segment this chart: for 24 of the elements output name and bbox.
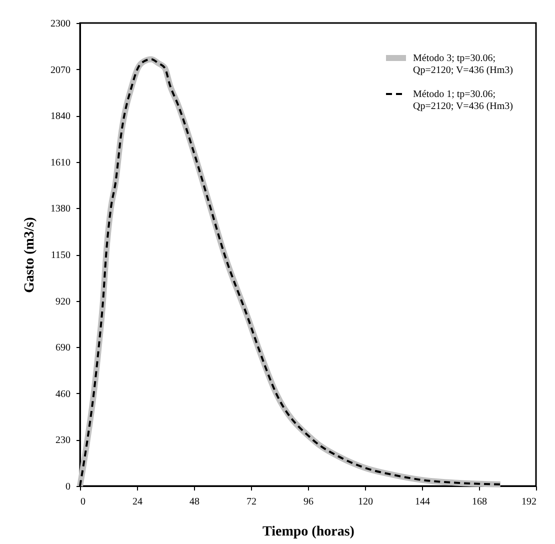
legend-label: Método 1; tp=30.06; Qp=2120; V=436 (Hm3)	[413, 89, 513, 112]
y-tick-label: 690	[56, 342, 70, 354]
x-tick-label: 24	[132, 496, 142, 508]
y-axis-title: Gasto (m3/s)	[22, 216, 38, 293]
y-tick-label: 2070	[50, 64, 70, 76]
y-tick-label: 460	[56, 388, 70, 400]
y-tick-label: 0	[66, 482, 70, 492]
y-tick-label: 230	[56, 435, 70, 446]
x-tick-label: 192	[522, 496, 536, 508]
y-tick-label: 1840	[50, 111, 70, 122]
x-tick-label: 96	[304, 496, 314, 508]
x-tick-label: 144	[415, 496, 430, 508]
x-tick-label: 48	[190, 496, 200, 508]
legend-label: Método 3; tp=30.06; Qp=2120; V=436 (Hm3)	[413, 53, 513, 76]
y-tick-label: 1150	[50, 250, 70, 261]
x-tick-label: 120	[358, 496, 373, 508]
y-tick-label: 920	[56, 296, 70, 308]
x-tick-label: 72	[246, 496, 256, 508]
y-tick-label: 1380	[50, 204, 70, 215]
y-tick-label: 1610	[50, 157, 70, 168]
x-tick-label: 0	[80, 496, 86, 508]
x-axis-title: Tiempo (horas)	[262, 524, 355, 540]
x-tick-label: 168	[472, 496, 487, 508]
y-tick-label: 2300	[50, 18, 70, 30]
